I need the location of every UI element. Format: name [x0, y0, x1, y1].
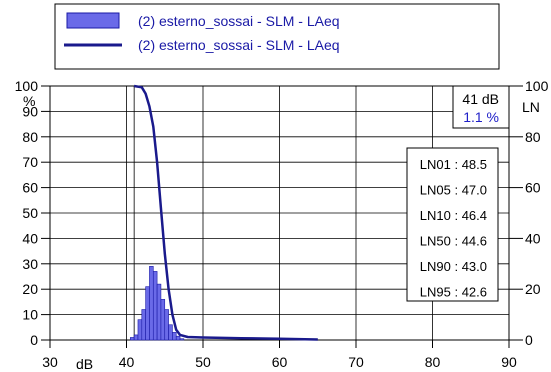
ln-value-row: LN50 : 44.6 [420, 234, 487, 249]
histogram-bar [152, 271, 158, 341]
histogram-bar [164, 309, 169, 341]
cumulative-curve [133, 84, 318, 341]
cursor-readout: 41 dB 1.1 % [452, 85, 510, 129]
y-left-tick-label: 30 [22, 256, 38, 272]
histogram-bar [175, 335, 181, 341]
y-left-tick-label: 0 [30, 332, 38, 348]
ln-statistics: LN01 : 48.5 LN05 : 47.0 LN10 : 46.4 LN50 : … [406, 147, 499, 302]
y-right-tick-label: 20 [525, 281, 541, 297]
x-tick-label: 80 [425, 354, 441, 370]
y-right-tick-label: 60 [525, 180, 541, 196]
ln-statistics-box [406, 147, 499, 302]
x-tick-label: 50 [195, 354, 211, 370]
histogram-bars [130, 266, 185, 341]
y-left-tick-label: 10 [22, 307, 38, 323]
y-right-tick-label: 0 [525, 332, 533, 348]
cursor-db-value: 41 dB [462, 91, 499, 107]
histogram-bar [172, 332, 177, 341]
x-tick-label: 30 [42, 354, 58, 370]
y-left-tick-label: 50 [22, 205, 38, 221]
y-right-tick-label: 100 [525, 78, 549, 94]
legend-bars-swatch [66, 12, 120, 29]
y-left-tick-label: 60 [22, 180, 38, 196]
cursor-readout-box [452, 85, 510, 129]
y-left-tick-label: 90 [22, 103, 38, 119]
histogram-bar [179, 338, 185, 341]
y-right-tick-label: 40 [525, 230, 541, 246]
histogram-bar [141, 309, 146, 341]
y-left-tick-label: 40 [22, 230, 38, 246]
cumulative-line [133, 84, 318, 341]
x-tick-label: 90 [501, 354, 517, 370]
x-tick-label: 70 [348, 354, 364, 370]
histogram-bar [160, 299, 166, 341]
histogram-bar [133, 334, 139, 341]
histogram-bar [130, 337, 135, 341]
y-left-tick-label: 80 [22, 129, 38, 145]
histogram-bar [137, 319, 143, 341]
ln-value-row: LN05 : 47.0 [420, 183, 487, 198]
histogram-bar [156, 283, 162, 341]
y-left-tick-label: 100 [15, 78, 39, 94]
y-left-tick-label: 20 [22, 281, 38, 297]
axes: 0 10 20 30 40 50 60 70 80 90 100 30 40 50 60 70 80 90 0 20 4… [15, 78, 549, 370]
ln-value-row: LN01 : 48.5 [420, 157, 487, 172]
x-unit: dB [76, 356, 93, 372]
y-right-tick-label: 80 [525, 129, 541, 145]
x-tick-label: 60 [272, 354, 288, 370]
x-tick-label: 40 [119, 354, 135, 370]
y-right-unit: LN [522, 99, 540, 115]
legend-box [54, 3, 500, 70]
ln-value-row: LN10 : 46.4 [420, 208, 487, 223]
histogram-bar [145, 286, 150, 341]
ln-value-row: LN95 : 42.6 [420, 285, 487, 300]
histogram-bar [149, 266, 154, 341]
cursor-percent-value: 1.1 % [463, 109, 499, 125]
ln-value-row: LN90 : 43.0 [420, 259, 487, 274]
legend-bars-label: (2) esterno_sossai - SLM - LAeq [138, 13, 340, 29]
y-left-unit: % [23, 93, 35, 109]
histogram-bar [168, 324, 173, 341]
legend: (2) esterno_sossai - SLM - LAeq (2) este… [54, 3, 500, 70]
legend-line-label: (2) esterno_sossai - SLM - LAeq [138, 37, 340, 53]
y-left-tick-label: 70 [22, 154, 38, 170]
